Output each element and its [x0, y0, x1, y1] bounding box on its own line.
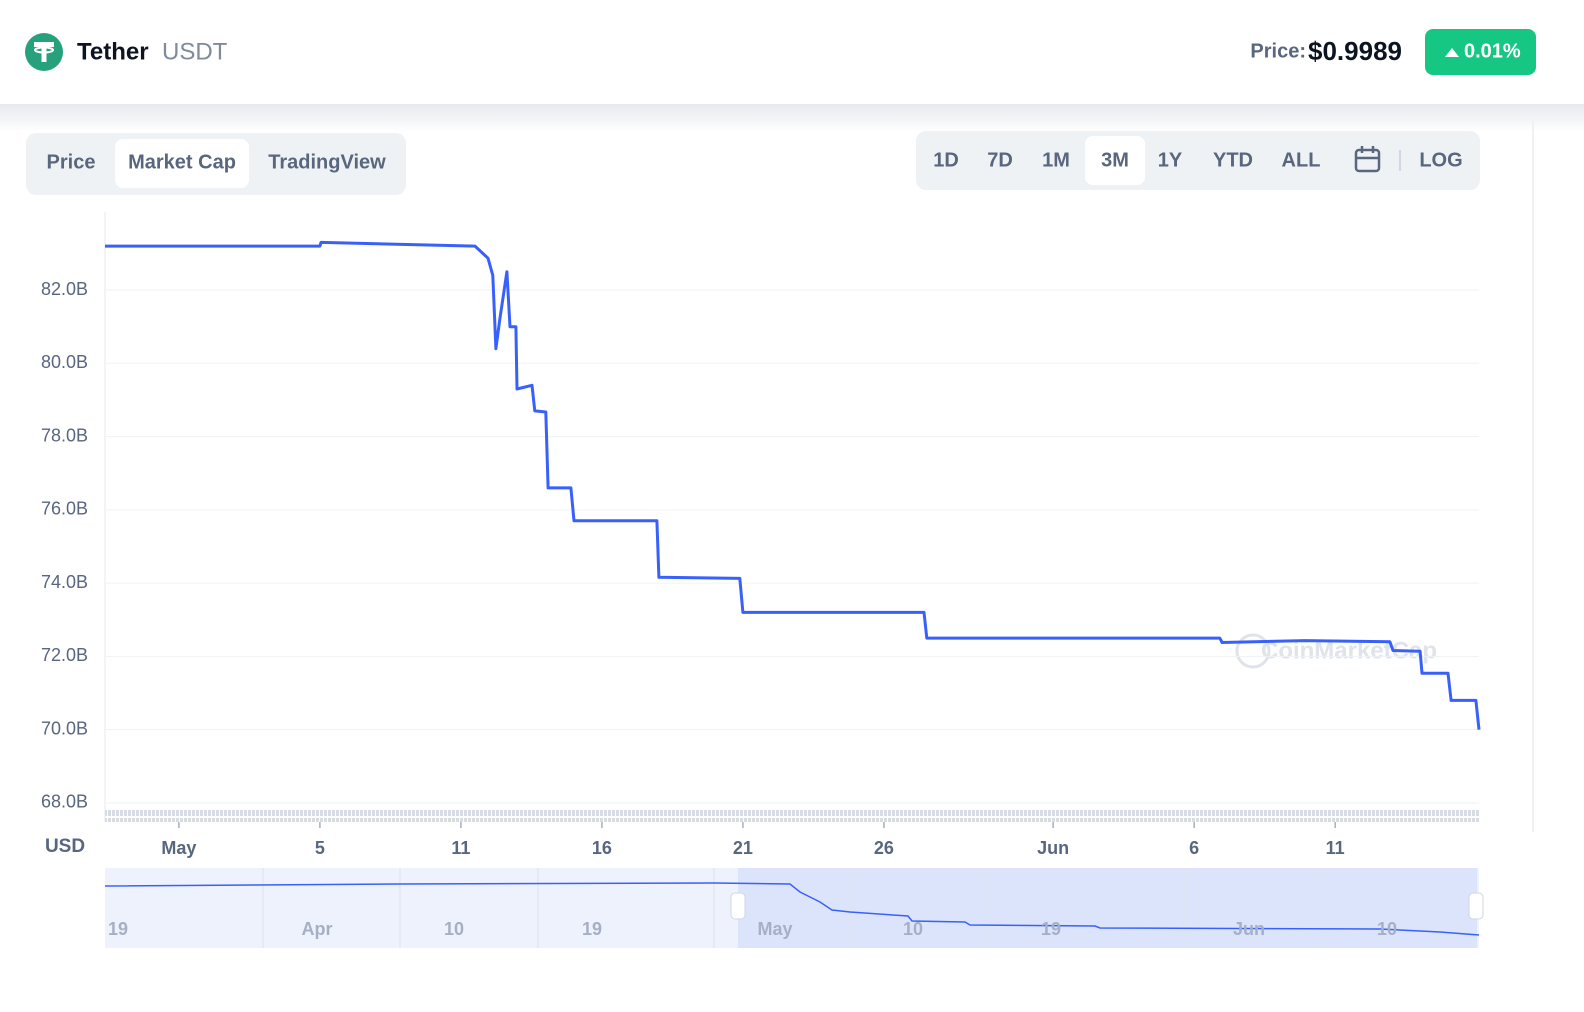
- volume-strip: [105, 810, 1479, 822]
- x-tick-label: 5: [315, 838, 325, 858]
- x-tick-label: 26: [874, 838, 894, 858]
- change-badge: [1425, 29, 1536, 75]
- x-tick-label: 16: [592, 838, 612, 858]
- range[interactable]: 1D: [933, 149, 959, 171]
- header: Tether USDT Price: $0.9989 0.01%: [25, 29, 1536, 75]
- y-tick-label: 76.0B: [41, 499, 88, 519]
- tab[interactable]: TradingView: [268, 151, 386, 173]
- x-tick-label: May: [161, 838, 196, 858]
- nav-label: 10: [1377, 919, 1397, 939]
- price: $0.9989: [1308, 36, 1402, 66]
- coin-symbol: USDT: [162, 38, 228, 65]
- header-shadow: [0, 104, 1584, 132]
- y-tick-label: 78.0B: [41, 425, 88, 445]
- nav-label: 19: [108, 919, 128, 939]
- x-tick-label: 6: [1189, 838, 1199, 858]
- x-tick-label: Jun: [1037, 838, 1069, 858]
- y-tick-label: 68.0B: [41, 792, 88, 812]
- y-tick-label: 74.0B: [41, 572, 88, 592]
- price-label: Price:: [1250, 40, 1306, 62]
- navigator[interactable]: [104, 868, 1484, 948]
- y-tick-label: 80.0B: [41, 352, 88, 372]
- nav-label: 10: [444, 919, 464, 939]
- market-cap-line: [105, 240, 1481, 730]
- x-tick-label: 11: [1326, 838, 1345, 858]
- nav-label: Apr: [302, 919, 333, 939]
- x-tick-label: 21: [733, 838, 753, 858]
- nav-label: 19: [582, 919, 602, 939]
- watermark-logo: [1235, 633, 1271, 669]
- y-unit-label: USD: [45, 836, 85, 857]
- x-tick-label: 11: [451, 838, 470, 858]
- range-selected: [1085, 136, 1145, 185]
- y-tick-label: 72.0B: [41, 645, 88, 665]
- calendar-icon[interactable]: [1354, 146, 1381, 173]
- y-tick-label: 70.0B: [41, 718, 88, 738]
- nav-label: 19: [1041, 919, 1061, 939]
- nav-label: May: [757, 919, 792, 939]
- logo-ring: [34, 46, 54, 54]
- range[interactable]: YTD: [1213, 149, 1253, 171]
- range-group: [916, 131, 1480, 190]
- tab[interactable]: Market Cap: [128, 151, 236, 173]
- range[interactable]: 1M: [1042, 149, 1070, 171]
- up-arrow: [1445, 48, 1459, 57]
- tab-selected: [115, 139, 249, 188]
- range[interactable]: 3M: [1101, 149, 1129, 171]
- tab[interactable]: Price: [47, 151, 96, 173]
- y-tick-label: 82.0B: [41, 279, 88, 299]
- coin-name: Tether: [77, 38, 149, 65]
- range[interactable]: 1Y: [1158, 149, 1183, 171]
- nav-label: 10: [903, 919, 923, 939]
- range[interactable]: ALL: [1282, 149, 1321, 171]
- range[interactable]: LOG: [1419, 149, 1462, 171]
- range[interactable]: 7D: [987, 149, 1013, 171]
- nav-label: Jun: [1233, 919, 1265, 939]
- change: 0.01%: [1464, 40, 1521, 62]
